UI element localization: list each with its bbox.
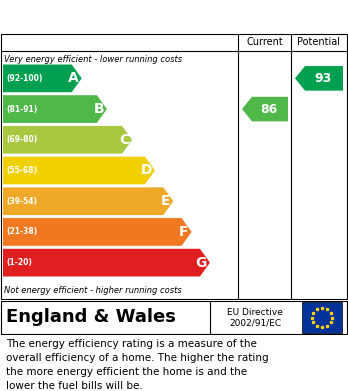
Polygon shape <box>3 249 210 276</box>
Text: (1-20): (1-20) <box>6 258 32 267</box>
Polygon shape <box>3 65 82 92</box>
Polygon shape <box>3 187 173 215</box>
Text: B: B <box>93 102 104 116</box>
Bar <box>302 302 342 333</box>
Text: The energy efficiency rating is a measure of the
overall efficiency of a home. T: The energy efficiency rating is a measur… <box>6 339 269 391</box>
Text: (21-38): (21-38) <box>6 228 37 237</box>
Text: D: D <box>141 163 152 178</box>
Polygon shape <box>3 157 155 185</box>
Polygon shape <box>3 218 192 246</box>
Text: (92-100): (92-100) <box>6 74 42 83</box>
Polygon shape <box>295 66 343 91</box>
Text: 93: 93 <box>314 72 332 85</box>
Text: Very energy efficient - lower running costs: Very energy efficient - lower running co… <box>4 55 182 64</box>
Text: 2002/91/EC: 2002/91/EC <box>229 318 281 327</box>
Text: F: F <box>179 225 189 239</box>
Polygon shape <box>3 126 132 154</box>
Text: A: A <box>68 71 79 85</box>
Text: 86: 86 <box>260 102 278 116</box>
Text: (69-80): (69-80) <box>6 135 37 144</box>
Text: Not energy efficient - higher running costs: Not energy efficient - higher running co… <box>4 286 182 295</box>
Polygon shape <box>3 95 107 123</box>
Text: EU Directive: EU Directive <box>227 308 283 317</box>
Text: (39-54): (39-54) <box>6 197 37 206</box>
Text: G: G <box>196 256 207 270</box>
Text: England & Wales: England & Wales <box>6 308 176 326</box>
Text: Energy Efficiency Rating: Energy Efficiency Rating <box>8 9 218 24</box>
Text: (81-91): (81-91) <box>6 104 37 113</box>
Text: Potential: Potential <box>298 37 340 47</box>
Text: (55-68): (55-68) <box>6 166 37 175</box>
Text: E: E <box>161 194 170 208</box>
Text: C: C <box>119 133 129 147</box>
Polygon shape <box>242 97 288 121</box>
Text: Current: Current <box>246 37 283 47</box>
